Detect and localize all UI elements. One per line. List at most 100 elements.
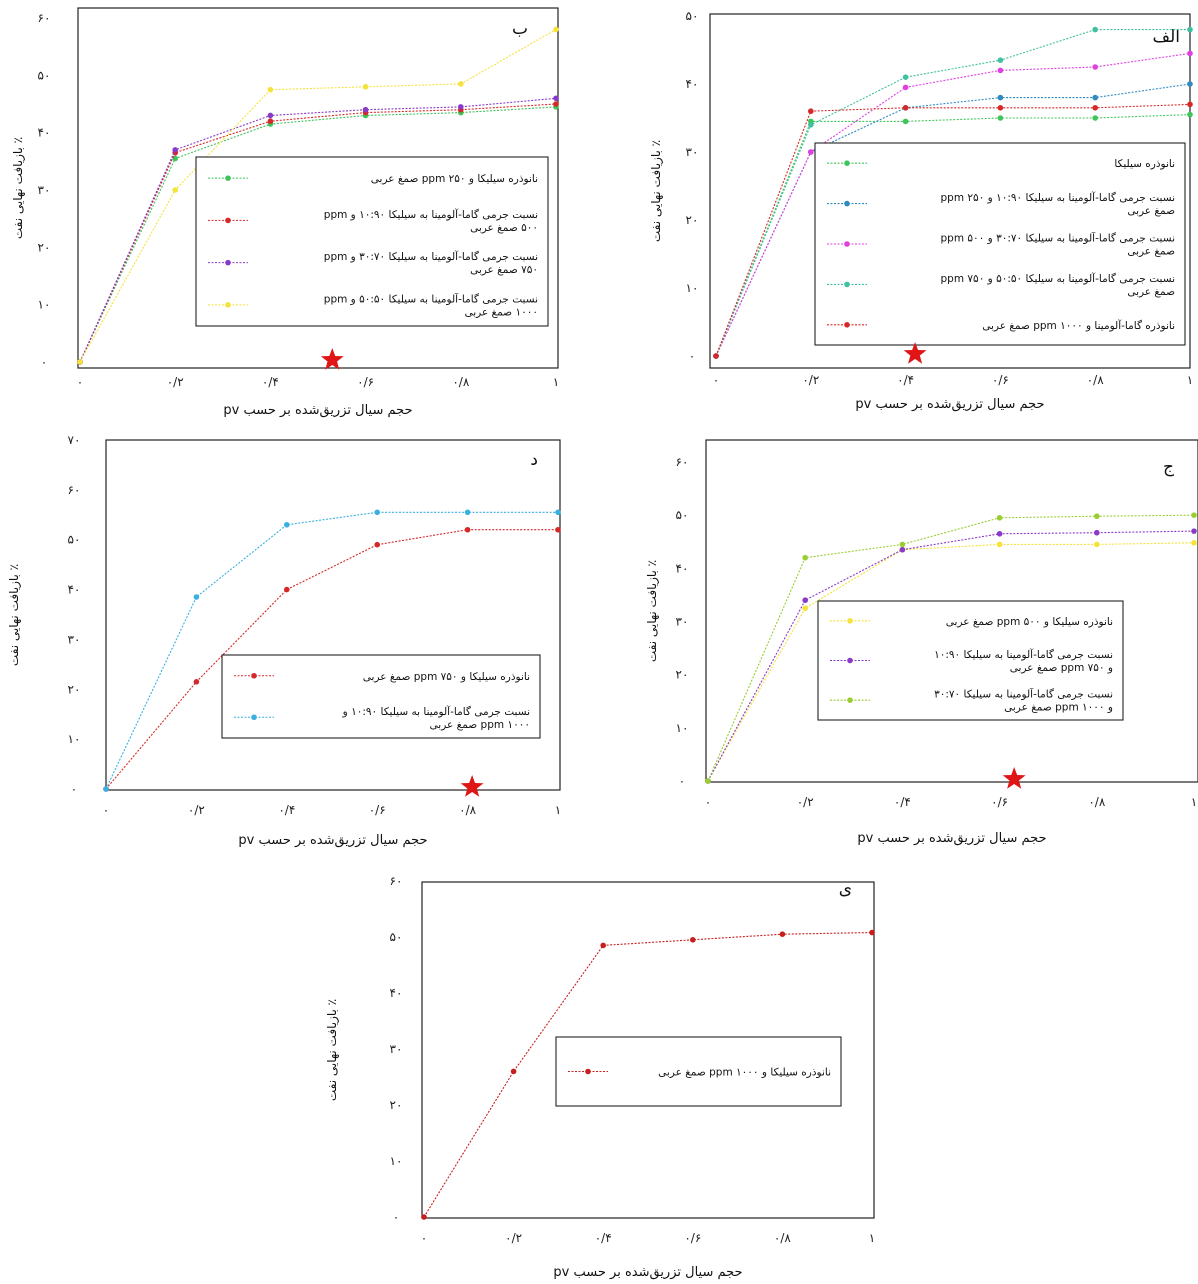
x-tick-label: ۰/۴ [595,1231,612,1245]
y-axis-label: ٪ بازیافت نهایی نفت [645,560,660,662]
x-tick-label: ۰/۶ [684,1231,701,1245]
data-point [600,942,606,949]
plot-frame [105,439,561,791]
data-point [869,929,875,936]
data-point [374,541,381,548]
series-line [79,97,557,363]
legend: نانوذره سیلیکا نسبت جرمی گاما-آلومینا به … [814,142,1186,346]
legend-box [221,654,541,739]
data-point [458,104,464,110]
y-tick-label: ۰ [71,782,77,796]
legend: نانوذره سیلیکا و ppm ۲۵۰ صمغ عربی نسبت جر… [195,156,549,327]
data-point [284,586,290,593]
legend-swatch-marker [847,657,853,664]
legend-entry: نسبت جرمی گاما-آلومینا به سیلیکا ۱۰:۹۰ و… [324,208,538,234]
y-tick-label: ۴۰ [390,986,403,1000]
x-tick-label: ۰/۲ [188,803,205,817]
y-tick-label: ۳۰ [38,183,51,197]
legend-entry: نسبت جرمی گاما-آلومینا به سیلیکا ۳۰:۷۰ و… [941,232,1176,258]
data-point [510,1068,517,1075]
panel-label: الف [1152,27,1180,47]
legend-swatch-marker [225,175,231,181]
legend-swatch-marker [251,714,257,721]
plot-frame [705,439,1198,783]
y-tick-label: ۶۰ [390,874,403,888]
y-tick-label: ۱۰ [68,732,81,746]
data-point [802,597,808,604]
series-line [715,103,1191,357]
data-point [553,26,559,33]
series-line [79,106,557,363]
legend-box [814,142,1186,346]
star-marker [320,348,344,370]
data-point [899,541,906,548]
panel-label: ج [1163,457,1174,477]
plot-frame [421,881,875,1219]
y-axis-label: ٪ بازیافت نهایی نفت [11,137,26,239]
data-point [902,105,909,111]
y-tick-label: ۳۰ [68,632,81,646]
legend: نانوذره سیلیکا و ppm ۱۰۰۰ صمغ عربی [555,1036,842,1107]
y-tick-label: ۱۰ [676,721,689,735]
panel-label: د [530,450,538,470]
legend-swatch-marker [585,1068,591,1075]
data-point [362,106,369,113]
y-axis-label: ٪ بازیافت نهایی نفت [7,564,22,666]
data-point [899,546,906,553]
x-tick-label: ۱ [1187,373,1193,387]
series-line [707,530,1195,782]
series-line [105,529,558,790]
data-point [193,594,200,600]
legend-entry: نانوذره سیلیکا و ppm ۲۵۰ صمغ عربی [371,173,538,185]
x-tick-label: ۰/۶ [992,373,1009,387]
x-tick-label: ۰/۴ [278,803,295,817]
y-tick-label: ۰ [679,774,685,788]
star-marker [903,342,927,364]
data-point [1187,111,1193,118]
data-point [555,509,561,516]
legend-entry: نسبت جرمی گاما-آلومینا به سیلیکا ۱۰:۹۰ و … [934,648,1113,674]
series-line [79,103,557,363]
legend-swatch-marker [844,322,850,328]
y-tick-label: ۵۰ [38,68,51,82]
x-tick-label: ۱ [553,375,559,389]
y-tick-label: ۱۰ [686,281,699,295]
data-point [267,112,274,119]
x-tick-label: ۰/۴ [262,375,279,389]
x-tick-label: ۰ [421,1231,427,1245]
data-point [1187,101,1193,108]
legend-swatch-marker [844,160,850,166]
series-line [715,52,1191,357]
x-tick-label: ۰ [103,803,109,817]
plot-frame [709,13,1191,369]
data-point [997,105,1004,111]
x-tick-label: ۱ [869,1231,875,1245]
data-point [464,526,471,533]
data-point [1092,115,1098,121]
data-point [779,931,786,937]
y-tick-label: ۴۰ [68,583,81,597]
legend: نانوذره سیلیکا و ppm ۵۰۰ صمغ عربی نسبت جر… [817,600,1124,721]
data-point [1191,512,1197,518]
data-point [1092,105,1098,111]
legend-box [195,156,549,327]
x-tick-label: ۰/۶ [369,803,386,817]
data-point [362,84,369,90]
x-tick-label: ۰/۸ [452,375,469,389]
x-tick-label: ۰ [705,795,711,809]
x-axis-label: حجم سیال تزریق‌شده بر حسب pv [855,397,1044,412]
y-axis-label: ٪ بازیافت نهایی نفت [649,140,664,242]
series-line [715,114,1191,357]
x-tick-label: ۰/۸ [1087,373,1104,387]
data-point [1094,541,1100,548]
legend-entry: نانوذره سیلیکا و ppm ۷۵۰ صمغ عربی [363,671,530,683]
y-tick-label: ۵۰ [676,508,689,522]
data-point [1187,50,1193,57]
x-tick-label: ۱ [1191,795,1197,809]
legend-entry: نسبت جرمی گاما-آلومینا به سیلیکا ۵۰:۵۰ و… [941,272,1176,298]
data-point [902,84,909,91]
